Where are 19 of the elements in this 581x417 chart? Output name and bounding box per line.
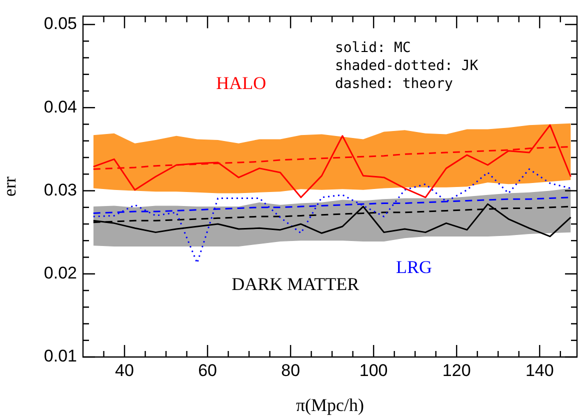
annotation: solid: MC [334, 40, 411, 56]
y-axis-title: err [0, 176, 20, 197]
text: LRG [396, 257, 432, 278]
y-tick-label: 0.03 [44, 180, 77, 200]
text: DARK MATTER [232, 274, 360, 294]
x-tick-label: 40 [115, 360, 134, 380]
x-tick-label: 60 [198, 360, 217, 380]
x-tick-label: 80 [281, 360, 300, 380]
annotation: shaded-dotted: JK [334, 58, 479, 74]
x-axis-title: π(Mpc/h) [296, 394, 364, 415]
annotation: dashed: theory [334, 76, 453, 92]
y-tick-label: 0.01 [44, 346, 77, 366]
y-tick-label: 0.02 [44, 264, 77, 283]
x-tick-label: 140 [525, 360, 554, 380]
y-tick-label: 0.04 [44, 97, 77, 116]
y-tick-label: 0.05 [44, 14, 77, 34]
text: HALO [216, 73, 266, 94]
x-tick-label: 100 [359, 360, 388, 380]
x-tick-label: 120 [442, 360, 471, 380]
